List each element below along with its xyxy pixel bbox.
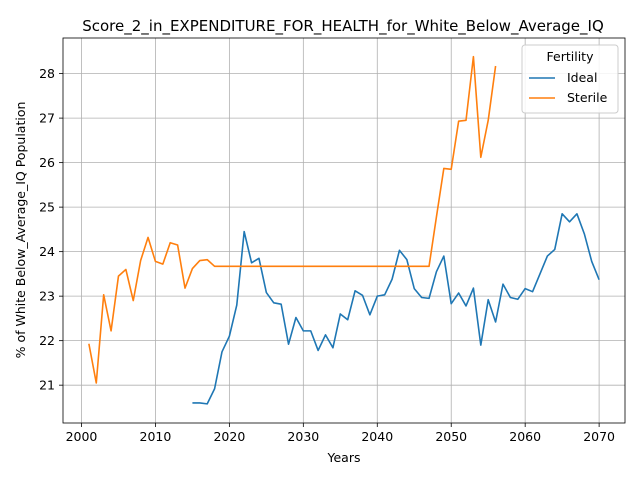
legend-label-sterile: Sterile (567, 90, 608, 105)
x-axis-ticks: 2000 2010 2020 2030 2040 2050 2060 2070 (66, 423, 615, 444)
legend-label-ideal: Ideal (567, 70, 597, 85)
x-axis-title: Years (327, 450, 361, 465)
legend: Fertility Ideal Sterile (521, 44, 619, 114)
x-tick-label: 2030 (287, 429, 319, 444)
chart-title: Score_2_in_EXPENDITURE_FOR_HEALTH_for_Wh… (82, 17, 604, 36)
y-tick-label: 22 (39, 333, 55, 348)
grid-lines (63, 38, 625, 423)
y-tick-label: 28 (39, 66, 55, 81)
legend-box (521, 44, 619, 114)
series-lines (88, 55, 600, 405)
x-tick-label: 2010 (140, 429, 172, 444)
y-tick-label: 21 (39, 378, 55, 393)
y-tick-label: 25 (39, 200, 55, 215)
x-tick-label: 2070 (583, 429, 615, 444)
series-line-ideal (192, 213, 600, 405)
y-tick-label: 24 (39, 244, 55, 259)
legend-title: Fertility (547, 49, 595, 64)
y-axis-ticks: 21 22 23 24 25 26 27 28 (39, 66, 63, 393)
x-tick-label: 2000 (66, 429, 98, 444)
x-tick-label: 2040 (361, 429, 393, 444)
y-axis-title: % of White Below_Average_IQ Population (13, 102, 28, 359)
y-tick-label: 27 (39, 111, 55, 126)
x-tick-label: 2050 (435, 429, 467, 444)
plot-frame (62, 37, 626, 424)
y-tick-label: 23 (39, 289, 55, 304)
y-tick-label: 26 (39, 155, 55, 170)
x-tick-label: 2020 (213, 429, 245, 444)
x-tick-label: 2060 (509, 429, 541, 444)
series-line-sterile (88, 55, 497, 384)
